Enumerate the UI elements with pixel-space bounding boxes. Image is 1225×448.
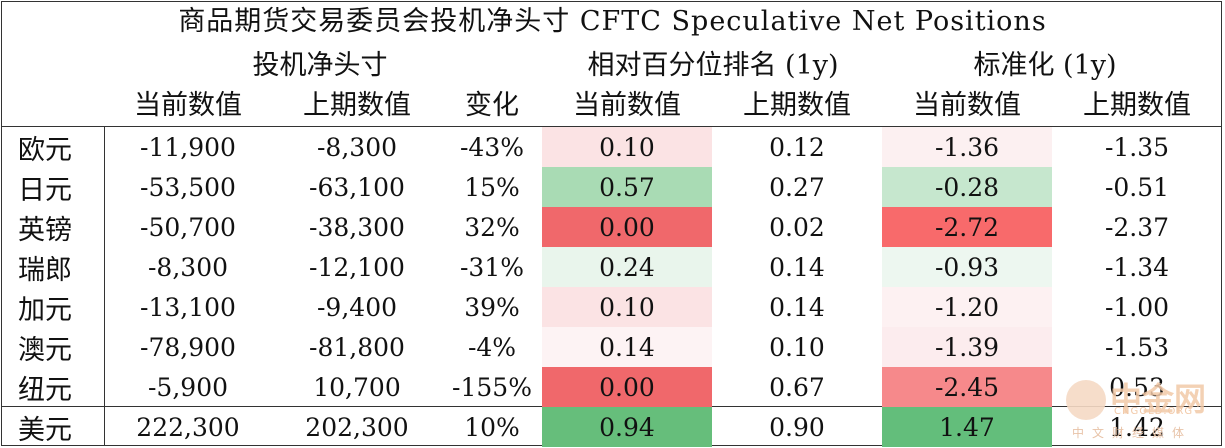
group-header-net-positions: 投机净头寸: [252, 50, 388, 81]
currency-name: 澳元: [18, 334, 72, 366]
cell-chg: -4%: [467, 332, 517, 362]
cell-pct-prev: 0.67: [769, 372, 825, 402]
cell-std-prev: -0.51: [1104, 172, 1170, 202]
col-pct-current: 当前数值: [573, 90, 681, 121]
cell-cur: -78,900: [140, 332, 236, 362]
col-net-previous: 上期数值: [303, 90, 411, 121]
cell-pct-cur: 0.57: [542, 167, 712, 207]
group-header-percentile: 相对百分位排名 (1y): [587, 50, 839, 81]
table-title: 商品期货交易委员会投机净头寸 CFTC Speculative Net Posi…: [178, 6, 1047, 37]
cell-std-cur: -0.28: [882, 167, 1052, 207]
watermark-sub2: 中文财经媒体: [1072, 426, 1193, 440]
table-row: 加元 -13,100 -9,400 39% 0.10 0.14 -1.20 -1.00: [0, 287, 1222, 327]
table-row: 澳元 -78,900 -81,800 -4% 0.14 0.10 -1.39 -1.53: [0, 327, 1222, 367]
cell-std-cur: -1.39: [882, 327, 1052, 367]
cell-cur: -13,100: [140, 292, 236, 322]
name-column-divider: [104, 126, 105, 446]
group-header-standardized: 标准化 (1y): [973, 50, 1117, 81]
header-divider: [1, 126, 1222, 127]
table-row: 纽元 -5,900 10,700 -155% 0.00 0.67 -2.45 0.53: [0, 367, 1222, 407]
cell-chg: -31%: [459, 252, 524, 282]
cell-prev: -81,800: [309, 332, 405, 362]
cell-cur: -5,900: [147, 372, 229, 402]
cell-pct-prev: 0.14: [769, 252, 825, 282]
table-row: 瑞郎 -8,300 -12,100 -31% 0.24 0.14 -0.93 -1.34: [0, 247, 1222, 287]
cell-std-cur: -2.72: [882, 207, 1052, 247]
cell-std-prev: -1.00: [1104, 292, 1170, 322]
cell-cur: -50,700: [140, 212, 236, 242]
table-row: 英镑 -50,700 -38,300 32% 0.00 0.02 -2.72 -2.37: [0, 207, 1222, 247]
currency-name: 英镑: [18, 214, 72, 246]
cell-pct-prev: 0.02: [769, 212, 825, 242]
cell-std-prev: -1.34: [1104, 252, 1170, 282]
currency-name: 美元: [18, 414, 72, 446]
cell-pct-prev: 0.10: [769, 332, 825, 362]
currency-name: 瑞郎: [18, 254, 72, 286]
cell-std-cur: -1.36: [882, 127, 1052, 167]
table-row: 欧元 -11,900 -8,300 -43% 0.10 0.12 -1.36 -1.35: [0, 127, 1222, 167]
cell-std-prev: 0.53: [1109, 372, 1165, 402]
cell-std-cur: 1.47: [882, 407, 1052, 447]
cell-pct-cur: 0.24: [542, 247, 712, 287]
cell-pct-prev: 0.90: [769, 412, 825, 442]
cell-pct-cur: 0.00: [542, 207, 712, 247]
col-std-current: 当前数值: [913, 90, 1021, 121]
cell-chg: 32%: [464, 212, 520, 242]
cell-pct-cur: 0.10: [542, 287, 712, 327]
cell-chg: 39%: [464, 292, 520, 322]
cell-prev: -38,300: [309, 212, 405, 242]
cell-cur: 222,300: [136, 412, 240, 442]
cell-prev: -63,100: [309, 172, 405, 202]
cell-prev: 202,300: [305, 412, 409, 442]
watermark-text: 中金网: [1110, 380, 1207, 418]
cell-prev: -12,100: [309, 252, 405, 282]
currency-name: 欧元: [18, 134, 72, 166]
table-row: 美元 222,300 202,300 10% 0.94 0.90 1.47 1.42: [0, 407, 1222, 447]
cell-std-cur: -0.93: [882, 247, 1052, 287]
logo-circle-icon: [1066, 380, 1106, 420]
cell-pct-cur: 0.14: [542, 327, 712, 367]
currency-name: 加元: [18, 294, 72, 326]
col-std-previous: 上期数值: [1083, 90, 1191, 121]
cell-std-cur: -2.45: [882, 367, 1052, 407]
cell-chg: 15%: [464, 172, 520, 202]
col-net-current: 当前数值: [134, 90, 242, 121]
cell-std-prev: -1.53: [1104, 332, 1170, 362]
cell-pct-prev: 0.27: [769, 172, 825, 202]
cell-prev: -9,400: [316, 292, 398, 322]
watermark-logo: 中金网 CNGOLD.ORG 中文财经媒体: [1066, 374, 1224, 444]
cell-prev: -8,300: [316, 132, 398, 162]
cell-cur: -53,500: [140, 172, 236, 202]
currency-name: 日元: [18, 174, 72, 206]
cell-std-prev: -2.37: [1104, 212, 1170, 242]
table-row: 日元 -53,500 -63,100 15% 0.57 0.27 -0.28 -0.51: [0, 167, 1222, 207]
cell-prev: 10,700: [313, 372, 401, 402]
cell-cur: -8,300: [147, 252, 229, 282]
cell-pct-cur: 0.94: [542, 407, 712, 447]
cell-pct-prev: 0.14: [769, 292, 825, 322]
col-pct-previous: 上期数值: [743, 90, 851, 121]
cell-pct-cur: 0.00: [542, 367, 712, 407]
cell-std-cur: -1.20: [882, 287, 1052, 327]
watermark-sub: CNGOLD.ORG: [1114, 406, 1194, 417]
cell-std-prev: -1.35: [1104, 132, 1170, 162]
currency-name: 纽元: [18, 374, 72, 406]
cell-pct-cur: 0.10: [542, 127, 712, 167]
cell-cur: -11,900: [140, 132, 236, 162]
positions-table: 欧元 -11,900 -8,300 -43% 0.10 0.12 -1.36 -1.35 日元 -…: [0, 127, 1222, 447]
cell-chg: 10%: [464, 412, 520, 442]
cell-std-prev: 1.42: [1109, 412, 1165, 442]
cell-chg: -43%: [459, 132, 524, 162]
cell-chg: -155%: [452, 372, 532, 402]
col-net-change: 变化: [465, 90, 519, 121]
cell-pct-prev: 0.12: [769, 132, 825, 162]
